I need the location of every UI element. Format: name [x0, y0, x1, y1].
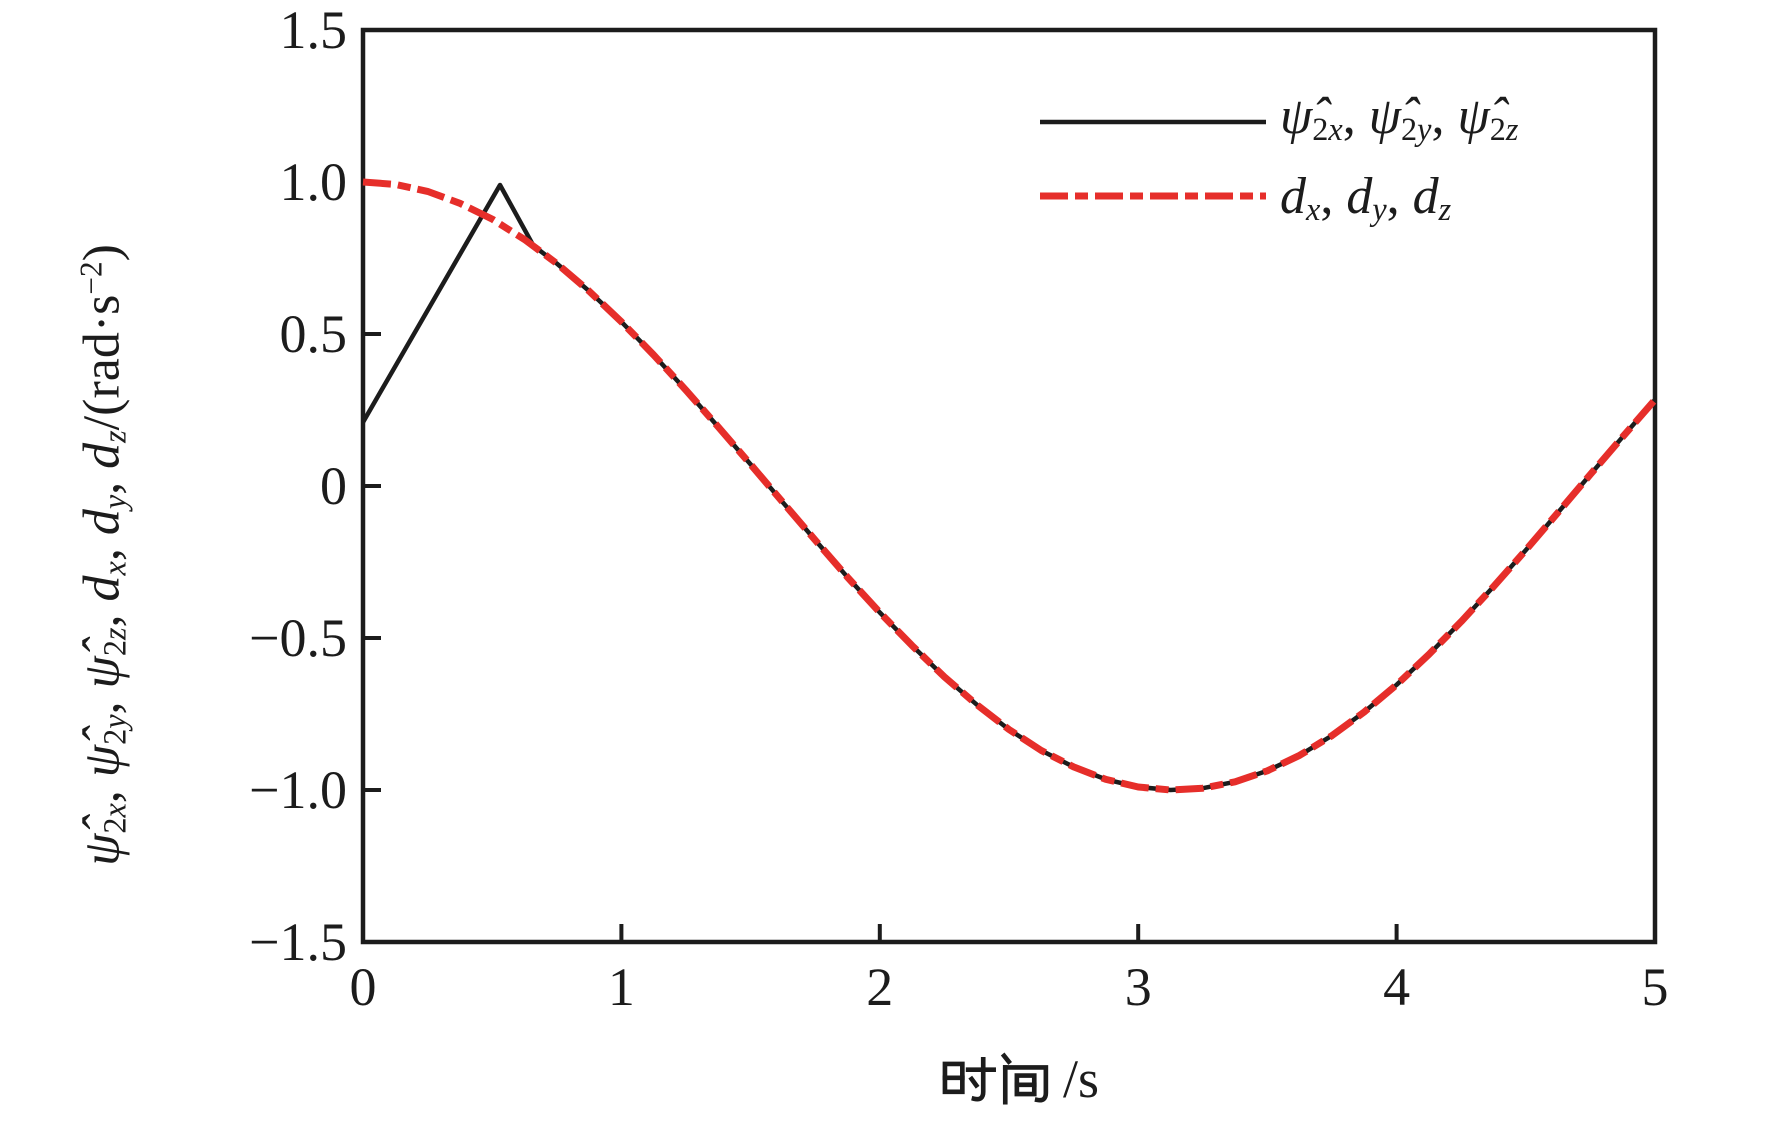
x-tick-label: 2 — [866, 957, 894, 1017]
math-segment: dy, — [73, 468, 133, 536]
x-axis-title-unit: /s — [1062, 1049, 1100, 1109]
math-segment: ψ̂2y, — [1368, 88, 1458, 148]
math-segment: dy, — [1346, 168, 1413, 228]
math-segment: ψ̂2z, — [73, 601, 133, 689]
x-tick-label: 4 — [1383, 957, 1411, 1017]
x-tick-label: 0 — [349, 957, 377, 1017]
y-tick-label: 1.0 — [279, 152, 348, 212]
x-axis-title-cjk-glyphs — [942, 1052, 1049, 1105]
legend-entry-psi-hat: ψ̂2x, ψ̂2y, ψ̂2z — [1280, 86, 1518, 148]
math-segment: ψ̂2z — [1457, 88, 1519, 148]
plot-border — [360, 27, 1658, 945]
cjk-char-jian — [1000, 1052, 1049, 1105]
x-axis-title: /s — [937, 1050, 1099, 1108]
x-tick-label: 1 — [607, 957, 635, 1017]
math-segment: ψ̂2y, — [73, 688, 133, 778]
cjk-char-shi — [942, 1056, 996, 1102]
math-segment: dz — [1412, 168, 1452, 228]
legend-entry-disturbance: dx, dy, dz — [1280, 166, 1451, 228]
math-segment: ψ̂2x, — [73, 777, 133, 866]
math-segment: dz/(rad·s−2) — [73, 244, 133, 469]
math-segment: dx, — [73, 535, 133, 602]
x-tick-label: 5 — [1641, 957, 1669, 1017]
math-segment: ψ̂2x, — [1280, 88, 1369, 148]
y-tick-label: −1.0 — [249, 760, 347, 820]
series-line-1 — [362, 178, 1658, 794]
y-axis-title: ψ̂2x, ψ̂2y, ψ̂2z, dx, dy, dz/(rad·s−2) — [73, 244, 132, 866]
y-tick-label: −0.5 — [249, 608, 347, 668]
series-line-0 — [361, 182, 1657, 793]
y-tick-label: 0 — [320, 456, 347, 516]
y-tick-label: 0.5 — [279, 304, 348, 364]
math-segment: dx, — [1280, 168, 1347, 228]
y-tick-label: −1.5 — [249, 912, 347, 972]
x-tick-label: 3 — [1124, 957, 1152, 1017]
y-tick-label: 1.5 — [279, 0, 348, 60]
